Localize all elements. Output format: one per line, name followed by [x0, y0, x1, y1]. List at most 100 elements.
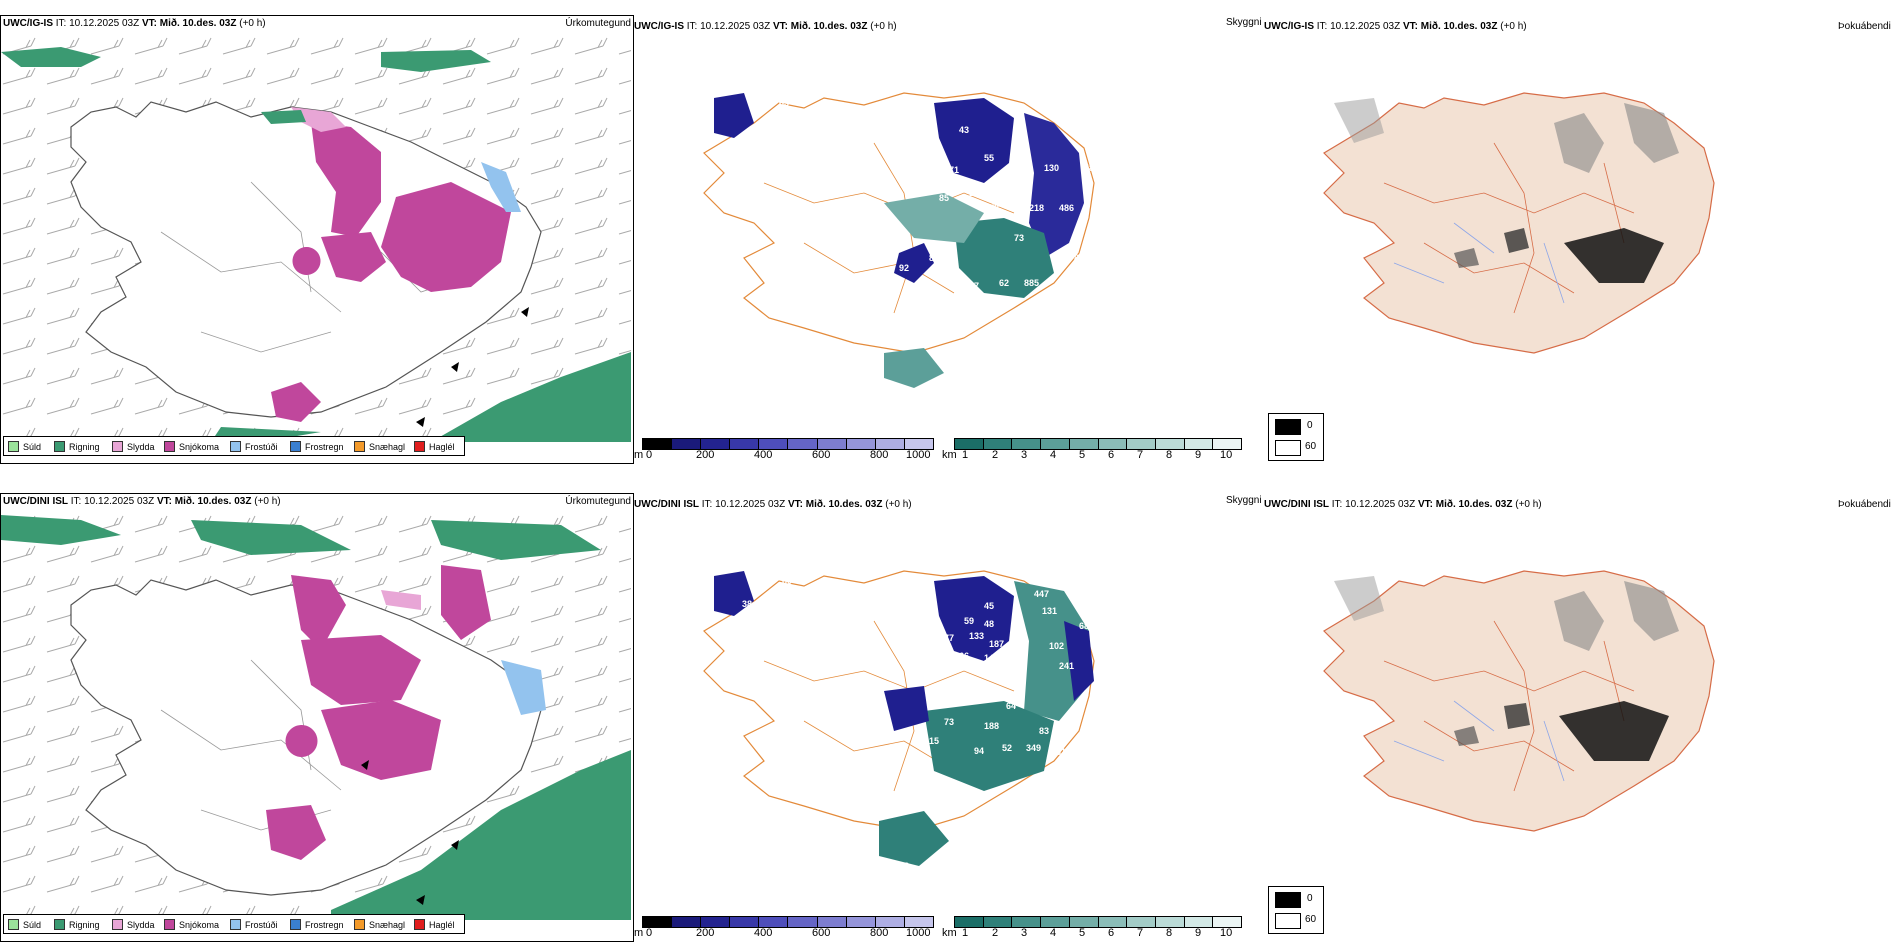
legend-swatch [290, 919, 301, 930]
vis-value: 30 [1006, 653, 1017, 663]
vis-value: 69 [1109, 639, 1120, 649]
cbar-tick: 1000 [906, 927, 931, 939]
vis-value: 65 [1109, 173, 1120, 183]
vis-value: 60 [782, 576, 793, 586]
vis-value: 38 [742, 599, 753, 609]
vis-map-2 [703, 570, 1095, 866]
cbar-tick: 200 [696, 927, 715, 939]
cbar-seg [730, 917, 760, 927]
fog-map-2 [1323, 570, 1715, 832]
legend-swatch [164, 919, 175, 930]
cbar-tick: 600 [812, 449, 831, 461]
cbar-seg [1069, 439, 1099, 449]
vis-title-1: Skyggni [1226, 17, 1262, 28]
altitude-bar [642, 438, 934, 450]
vis-value: 83 [1039, 726, 1050, 736]
cbar-seg [1069, 917, 1099, 927]
cbar-tick: 200 [696, 449, 715, 461]
vis-value: 52 [1002, 743, 1013, 753]
cbar-unit: km [942, 927, 957, 939]
fog-header-2: UWC/DINI ISL IT: 10.12.2025 03Z VT: Mið.… [1264, 499, 1542, 510]
cbar-tick: 3 [1021, 449, 1028, 461]
cbar-tick: 7 [1137, 449, 1144, 461]
vis-value: 63 [779, 98, 790, 108]
init-time: 10.12.2025 03Z [69, 18, 140, 29]
vis-value: 188 [984, 721, 1000, 731]
vis-value: 85 [939, 193, 950, 203]
vis-value: 58 [1084, 163, 1095, 173]
cbar-seg [983, 917, 1013, 927]
visibility-panel-1: UWC/IG-IS IT: 10.12.2025 03Z VT: Mið. 10… [634, 15, 1324, 462]
cbar-seg [730, 439, 760, 449]
legend-item-frostregn: Frostregn [290, 441, 344, 452]
cbar-unit: km [942, 449, 957, 461]
legend-swatch [54, 441, 65, 452]
cbar-seg [701, 917, 731, 927]
distance-colorbar-2: km 1 2 3 4 5 6 7 8 9 10 [942, 916, 1242, 940]
cbar-tick: 5 [1079, 449, 1086, 461]
legend-item-snaehagl: Snæhagl [354, 919, 405, 930]
vis-value: 129 [969, 188, 985, 198]
legend-swatch [414, 919, 425, 930]
cbar-seg [1098, 917, 1128, 927]
legend-swatch [112, 919, 123, 930]
legend-swatch [8, 441, 19, 452]
vis-value: 187 [989, 639, 1005, 649]
cbar-tick: 400 [754, 927, 773, 939]
vis-value: 45 [984, 601, 995, 611]
cbar-seg [672, 917, 702, 927]
cbar-tick: 3 [1021, 927, 1028, 939]
precip-header-1: UWC/IG-IS IT: 10.12.2025 03Z VT: Mið. 10… [3, 18, 266, 29]
cbar-seg [1213, 439, 1242, 449]
vis-value: 43 [1019, 821, 1030, 831]
cbar-seg [875, 439, 905, 449]
legend-swatch [54, 919, 65, 930]
vis-value: 63 [1106, 661, 1117, 671]
cbar-seg [1184, 439, 1214, 449]
vis-value: 66 [959, 651, 970, 661]
legend-swatch [230, 441, 241, 452]
vis-value: 73 [1014, 233, 1025, 243]
vis-value: 87 [929, 253, 940, 263]
cbar-seg [983, 439, 1013, 449]
fog-legend-value: 60 [1305, 441, 1317, 452]
cbar-tick: 7 [1137, 927, 1144, 939]
vis-value: 59 [964, 616, 975, 626]
altitude-colorbar-1: m 0 200 400 600 800 1000 [634, 438, 934, 462]
vis-value: 130 [1044, 163, 1060, 173]
vis-value: 88 [1074, 253, 1085, 263]
cbar-unit: m [634, 927, 644, 939]
vis-value: 81 [1056, 747, 1067, 757]
legend-swatch [112, 441, 123, 452]
cbar-tick: 10 [1220, 449, 1233, 461]
vis-header-2: UWC/DINI ISL IT: 10.12.2025 03Z VT: Mið.… [634, 499, 912, 510]
legend-swatch [354, 919, 365, 930]
legend-item-frostudi: Frostúði [230, 919, 278, 930]
cbar-seg [846, 439, 876, 449]
vis-value: 199 [944, 268, 960, 278]
vis-value: 215 [924, 736, 940, 746]
cbar-seg [1012, 917, 1042, 927]
cbar-tick: 6 [1108, 927, 1115, 939]
cbar-seg [817, 917, 847, 927]
vis-value: 35 [744, 143, 755, 153]
legend-item-frostregn: Frostregn [290, 919, 344, 930]
cbar-seg [1213, 917, 1242, 927]
legend-item-sulld: Súld [8, 919, 41, 930]
fog-swatch-black [1275, 892, 1301, 908]
altitude-bar [642, 916, 934, 928]
lead-time: (+0 h) [239, 18, 266, 29]
vis-value: 885 [1024, 278, 1040, 288]
fog-map-1 [1323, 92, 1715, 354]
vis-value: 486 [1059, 203, 1075, 213]
legend-item-slydda: Slydda [112, 919, 155, 930]
cbar-tick: 1000 [906, 449, 931, 461]
vis-value: 133 [969, 631, 985, 641]
vis-map-1 [703, 92, 1095, 388]
legend-item-sulld: Súld [8, 441, 41, 452]
vis-value: 94 [974, 746, 985, 756]
vis-value: 79 [1084, 731, 1095, 741]
fog-swatch-white [1275, 440, 1301, 456]
legend-item-haglel: Haglél [414, 441, 455, 452]
vis-value: 157 [1079, 606, 1095, 616]
